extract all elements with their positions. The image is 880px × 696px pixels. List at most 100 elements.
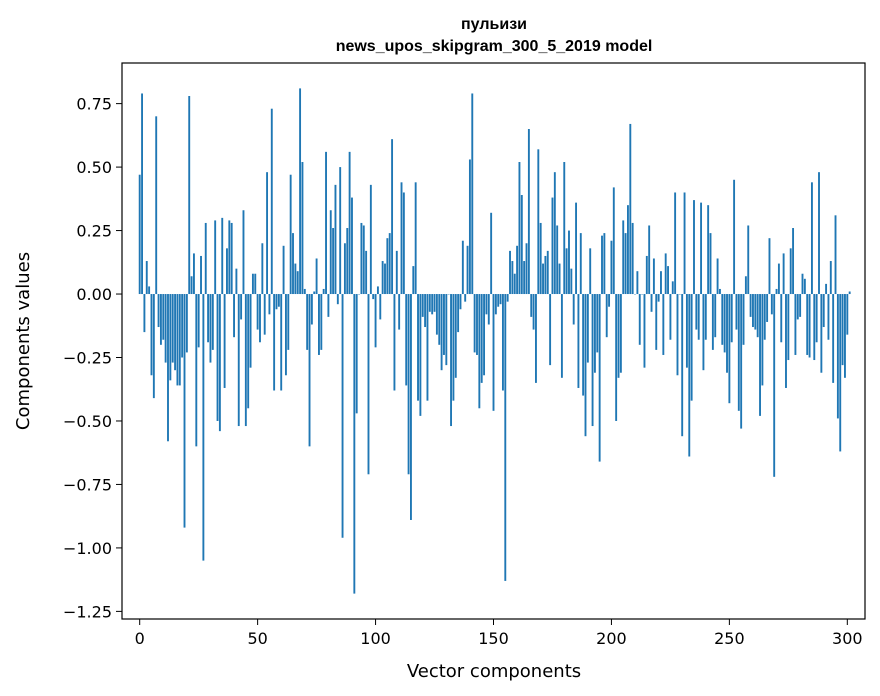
bar-component-42 — [237, 294, 240, 427]
bar-component-127 — [438, 294, 441, 345]
bar-component-141 — [471, 93, 474, 295]
bar-component-55 — [268, 294, 271, 315]
bar-component-198 — [605, 294, 608, 338]
bar-component-261 — [754, 294, 757, 330]
bar-component-244 — [714, 294, 717, 338]
bar-component-297 — [839, 294, 842, 452]
y-tick-label: 0.75 — [76, 95, 112, 114]
bar-component-154 — [501, 294, 504, 391]
bar-component-295 — [834, 215, 837, 295]
bar-component-25 — [197, 294, 200, 348]
bar-component-4 — [148, 286, 151, 295]
bar-component-246 — [718, 288, 721, 295]
bar-component-239 — [702, 294, 705, 371]
bar-component-234 — [690, 294, 693, 401]
bar-component-13 — [169, 294, 172, 381]
bar-component-43 — [240, 294, 243, 320]
bar-component-260 — [752, 294, 754, 328]
bar-component-148 — [487, 294, 490, 325]
bar-component-81 — [329, 210, 332, 295]
bar-component-18 — [181, 294, 184, 358]
bar-component-68 — [299, 88, 302, 295]
bar-component-194 — [596, 294, 599, 353]
bar-component-156 — [506, 294, 509, 302]
bar-component-240 — [704, 294, 707, 340]
x-tick-label: 200 — [596, 629, 627, 648]
bar-component-278 — [794, 294, 797, 355]
bar-component-205 — [622, 220, 625, 295]
bar-component-238 — [700, 202, 703, 295]
bar-component-149 — [490, 212, 493, 295]
bar-component-102 — [379, 294, 382, 320]
bar-component-299 — [844, 294, 846, 378]
bar-component-101 — [376, 286, 379, 295]
bar-component-70 — [303, 288, 306, 295]
bar-component-73 — [310, 294, 313, 325]
bar-component-57 — [273, 294, 276, 391]
bar-component-181 — [565, 248, 568, 295]
bar-component-113 — [405, 294, 408, 386]
bar-component-228 — [676, 294, 679, 376]
bar-component-85 — [339, 167, 342, 295]
bar-component-146 — [483, 294, 486, 376]
bar-component-233 — [688, 294, 691, 457]
bar-component-227 — [674, 192, 677, 295]
bar-component-196 — [601, 235, 603, 295]
bar-component-189 — [584, 294, 587, 437]
bar-component-10 — [162, 294, 165, 340]
bar-component-274 — [785, 294, 787, 388]
bar-component-259 — [749, 294, 752, 317]
bar-component-207 — [627, 205, 629, 295]
bar-component-32 — [214, 220, 217, 295]
bar-component-296 — [836, 294, 839, 419]
bar-component-256 — [742, 294, 745, 345]
bar-component-252 — [733, 179, 736, 295]
bar-component-186 — [577, 294, 580, 388]
bar-component-8 — [157, 294, 160, 328]
bar-component-37 — [226, 248, 228, 295]
bar-component-60 — [280, 294, 283, 391]
bar-component-151 — [494, 294, 497, 315]
bar-component-33 — [216, 294, 219, 421]
x-tick-label: 50 — [247, 629, 267, 648]
bar-component-109 — [395, 250, 398, 295]
bar-component-215 — [645, 255, 648, 295]
bar-component-162 — [520, 195, 523, 295]
bar-component-86 — [341, 294, 344, 538]
bar-component-79 — [325, 151, 327, 295]
bar-component-100 — [374, 294, 377, 348]
bar-component-209 — [631, 222, 634, 295]
y-tick-label: −0.25 — [63, 349, 112, 368]
bar-component-298 — [841, 294, 844, 366]
bar-component-282 — [803, 278, 806, 295]
bar-component-21 — [188, 96, 191, 295]
bar-component-123 — [428, 294, 431, 312]
bar-component-120 — [421, 294, 424, 317]
bar-component-176 — [553, 172, 556, 295]
bar-component-223 — [664, 253, 667, 295]
bar-component-77 — [320, 294, 323, 350]
bar-component-294 — [832, 294, 835, 383]
x-axis-label: Vector components — [407, 661, 581, 682]
bar-component-17 — [178, 294, 181, 386]
x-tick-label: 300 — [832, 629, 863, 648]
bar-component-61 — [282, 245, 285, 295]
bar-component-97 — [367, 294, 370, 475]
bar-component-208 — [629, 123, 632, 295]
bar-component-269 — [773, 294, 776, 477]
bar-component-169 — [537, 149, 540, 295]
bar-component-22 — [190, 276, 193, 295]
bar-component-226 — [671, 281, 674, 295]
y-axis-ticks: −1.25 −1.00 −0.75 −0.50 −0.25 0.00 0.25 0.50 0.7… — [63, 95, 122, 621]
y-tick-label: −0.75 — [63, 475, 112, 494]
bar-component-66 — [294, 263, 297, 295]
bar-component-126 — [435, 294, 438, 335]
bar-component-15 — [174, 294, 177, 371]
y-tick-label: 0.25 — [76, 222, 112, 241]
bar-component-271 — [777, 263, 780, 295]
bar-component-286 — [813, 294, 816, 361]
bar-component-276 — [789, 248, 792, 295]
bar-component-180 — [563, 162, 566, 295]
bar-component-165 — [527, 129, 530, 295]
